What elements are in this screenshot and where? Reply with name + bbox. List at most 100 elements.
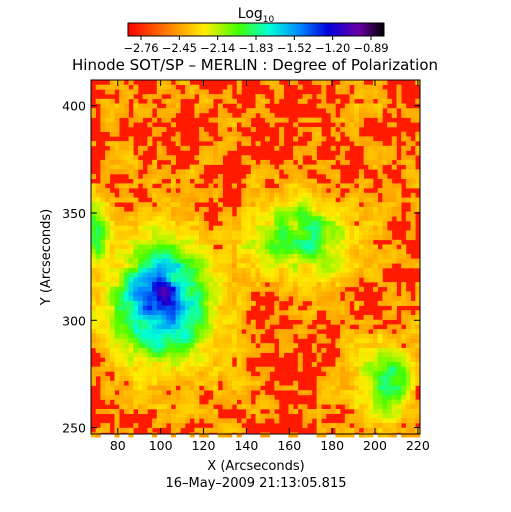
heatmap-cell [194, 409, 200, 414]
heatmap-cell [330, 315, 336, 320]
heatmap-cell [236, 343, 242, 349]
heatmap-cell [297, 404, 303, 410]
heatmap-cell [293, 239, 299, 245]
heatmap-cell [152, 291, 158, 297]
heatmap-cell [91, 258, 96, 264]
heatmap-cell [297, 268, 303, 273]
heatmap-cell [307, 197, 313, 203]
heatmap-cell [405, 211, 411, 217]
heatmap-cell [335, 239, 341, 245]
heatmap-cell [358, 174, 364, 179]
heatmap-cell [387, 211, 393, 217]
heatmap-cell [264, 277, 270, 283]
heatmap-cell [410, 324, 416, 330]
heatmap-cell [105, 333, 111, 339]
heatmap-cell [321, 347, 327, 353]
heatmap-cell [363, 225, 369, 231]
heatmap-cell [391, 122, 397, 128]
heatmap-cell [264, 80, 270, 85]
heatmap-cell [208, 418, 214, 424]
heatmap-cell [330, 268, 336, 273]
heatmap-cell [166, 263, 172, 269]
heatmap-cell [100, 324, 106, 330]
heatmap-cell [330, 376, 336, 382]
heatmap-cell [405, 258, 411, 264]
heatmap-cell [189, 315, 195, 320]
heatmap-cell [279, 127, 284, 132]
heatmap-cell [208, 333, 214, 339]
heatmap-cell [166, 305, 172, 311]
heatmap-cell [119, 89, 125, 95]
heatmap-cell [363, 272, 369, 278]
heatmap-cell [269, 394, 275, 400]
heatmap-cell [307, 413, 313, 419]
heatmap-cell [203, 131, 209, 137]
heatmap-cell [391, 390, 397, 396]
heatmap-cell [161, 413, 167, 419]
heatmap-cell [326, 216, 331, 222]
heatmap-cell [321, 244, 327, 250]
heatmap-cell [217, 258, 223, 264]
heatmap-cell [109, 315, 115, 320]
heatmap-cell [358, 84, 364, 90]
heatmap-cell [128, 390, 134, 396]
heatmap-cell [241, 155, 247, 161]
heatmap-cell [387, 385, 393, 391]
heatmap-cell [119, 352, 125, 358]
heatmap-cell [232, 329, 237, 335]
heatmap-cell [373, 333, 378, 339]
heatmap-cell [180, 352, 186, 358]
heatmap-cell [368, 394, 374, 400]
heatmap-cell [401, 385, 407, 391]
heatmap-cell [199, 357, 205, 363]
heatmap-cell [368, 108, 374, 114]
heatmap-cell [161, 230, 167, 236]
heatmap-cell [330, 230, 336, 236]
heatmap-cell [321, 80, 327, 85]
heatmap-cell [344, 89, 350, 95]
heatmap-cell [123, 188, 129, 194]
heatmap-cell [401, 366, 407, 372]
heatmap-cell [123, 329, 129, 335]
heatmap-cell [344, 225, 350, 231]
heatmap-cell [232, 315, 237, 320]
heatmap-cell [133, 296, 139, 302]
heatmap-cell [222, 230, 228, 236]
heatmap-cell [236, 315, 242, 320]
heatmap-cell [269, 174, 275, 179]
heatmap-cell [227, 253, 233, 259]
heatmap-cell [95, 333, 101, 339]
heatmap-cell [95, 432, 101, 438]
heatmap-cell [326, 249, 331, 255]
heatmap-cell [373, 84, 378, 90]
heatmap-cell [128, 272, 134, 278]
heatmap-cell [283, 183, 289, 189]
heatmap-cell [246, 390, 252, 396]
heatmap-cell [321, 197, 327, 203]
heatmap-cell [358, 230, 364, 236]
heatmap-cell [391, 423, 397, 429]
heatmap-cell [175, 225, 181, 231]
heatmap-cell [410, 155, 416, 161]
heatmap-cell [340, 357, 346, 363]
heatmap-cell [203, 413, 209, 419]
heatmap-cell [246, 300, 252, 306]
heatmap-cell [288, 225, 294, 231]
heatmap-cell [368, 315, 374, 320]
heatmap-cell [138, 362, 143, 367]
heatmap-cell [415, 296, 421, 302]
heatmap-cell [105, 244, 111, 250]
heatmap-cell [114, 315, 120, 320]
heatmap-cell [208, 399, 214, 405]
heatmap-cell [377, 394, 383, 400]
heatmap-cell [246, 305, 252, 311]
heatmap-cell [401, 338, 407, 344]
heatmap-cell [175, 249, 181, 255]
heatmap-cell [217, 282, 223, 288]
heatmap-cell [340, 352, 346, 358]
heatmap-cell [156, 206, 162, 212]
heatmap-cell [175, 324, 181, 330]
heatmap-cell [185, 244, 190, 250]
heatmap-cell [302, 310, 308, 316]
heatmap-cell [170, 268, 176, 273]
